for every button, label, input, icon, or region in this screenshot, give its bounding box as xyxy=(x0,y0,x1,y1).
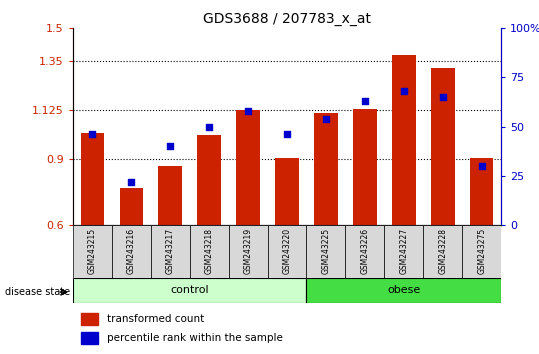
Text: GSM243227: GSM243227 xyxy=(399,228,409,274)
Bar xyxy=(80,133,104,225)
Bar xyxy=(384,225,423,278)
Bar xyxy=(81,332,99,344)
Bar xyxy=(392,55,416,225)
Bar xyxy=(314,113,337,225)
Bar xyxy=(158,166,182,225)
Text: GSM243220: GSM243220 xyxy=(282,228,292,274)
Text: control: control xyxy=(170,285,209,295)
Bar xyxy=(431,68,454,225)
Text: GSM243228: GSM243228 xyxy=(438,228,447,274)
Point xyxy=(127,179,135,184)
Title: GDS3688 / 207783_x_at: GDS3688 / 207783_x_at xyxy=(203,12,371,26)
Bar xyxy=(151,225,190,278)
Point xyxy=(205,124,213,129)
Bar xyxy=(81,313,99,325)
Text: GSM243219: GSM243219 xyxy=(244,228,253,274)
Text: obese: obese xyxy=(387,285,420,295)
Point xyxy=(399,88,408,94)
Bar xyxy=(353,109,377,225)
Point xyxy=(88,132,96,137)
Point xyxy=(361,98,369,104)
Bar xyxy=(307,225,345,278)
Bar xyxy=(423,225,462,278)
Point xyxy=(478,163,486,169)
Bar xyxy=(120,188,143,225)
Text: GSM243225: GSM243225 xyxy=(321,228,330,274)
Text: GSM243218: GSM243218 xyxy=(205,228,213,274)
Bar xyxy=(190,225,229,278)
Bar xyxy=(307,278,501,303)
Bar xyxy=(267,225,307,278)
Text: GSM243217: GSM243217 xyxy=(165,228,175,274)
Bar xyxy=(73,225,112,278)
Point xyxy=(283,132,292,137)
Bar xyxy=(73,278,307,303)
Text: GSM243215: GSM243215 xyxy=(88,228,96,274)
Bar xyxy=(345,225,384,278)
Bar xyxy=(275,158,299,225)
Text: GSM243275: GSM243275 xyxy=(478,228,486,274)
Bar xyxy=(237,110,260,225)
Point xyxy=(166,143,175,149)
Bar xyxy=(197,135,221,225)
Text: GSM243226: GSM243226 xyxy=(361,228,369,274)
Bar xyxy=(112,225,151,278)
Text: disease state: disease state xyxy=(5,287,71,297)
Point xyxy=(322,116,330,121)
Text: transformed count: transformed count xyxy=(107,314,204,324)
Point xyxy=(439,94,447,100)
Text: percentile rank within the sample: percentile rank within the sample xyxy=(107,333,283,343)
Bar xyxy=(470,158,494,225)
Bar xyxy=(462,225,501,278)
Point xyxy=(244,108,252,114)
Text: GSM243216: GSM243216 xyxy=(127,228,136,274)
Bar xyxy=(229,225,267,278)
